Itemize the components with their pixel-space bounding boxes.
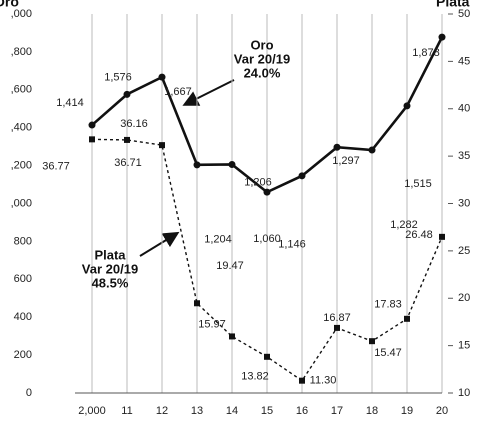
data-label: 1,667: [164, 86, 192, 98]
point: [158, 73, 166, 81]
point: [159, 142, 165, 149]
annotation-arrow: [182, 79, 235, 106]
data-label: 16.87: [323, 312, 351, 324]
data-label: 36.16: [120, 118, 148, 130]
point: [299, 377, 305, 384]
data-label: 26.48: [405, 229, 433, 241]
data-label: 17.83: [374, 299, 402, 311]
data-label: 36.77: [42, 160, 70, 172]
annotation: 48.5%: [92, 275, 129, 290]
point: [228, 160, 236, 168]
annotation: Var 20/19: [82, 261, 138, 276]
y2-tick-label: 30: [458, 197, 470, 209]
x-tick-label: 14: [226, 405, 238, 417]
y2-tick-label: 20: [458, 292, 470, 304]
y2-tick-label: 45: [458, 55, 470, 67]
y-tick-label: 800: [14, 235, 32, 247]
point: [298, 172, 306, 180]
data-label: 1,282: [390, 219, 418, 231]
x-tick-label: 13: [191, 405, 203, 417]
point: [333, 143, 341, 151]
data-label: 36.71: [114, 157, 142, 169]
point: [403, 102, 411, 110]
data-label: 1,297: [332, 155, 360, 167]
data-label: 1,146: [278, 239, 306, 251]
y2-tick-label: 50: [458, 8, 470, 20]
point: [369, 338, 375, 345]
y2-tick-label: 15: [458, 340, 470, 352]
data-label: 1,060: [253, 233, 281, 245]
point: [368, 146, 376, 154]
x-tick-label: 11: [121, 405, 132, 417]
y2-tick-label: 40: [458, 103, 470, 115]
point: [123, 90, 131, 98]
data-label: 1,576: [104, 71, 132, 83]
x-tick-label: 16: [296, 405, 308, 417]
y-tick-label: ,200: [11, 160, 32, 172]
x-tick-label: 15: [261, 405, 273, 417]
y-tick-label: 0: [26, 387, 32, 399]
x-tick-label: 17: [331, 405, 343, 417]
point: [439, 233, 445, 240]
annotation: Var 20/19: [234, 51, 290, 66]
point: [194, 300, 200, 307]
data-label: 15.97: [198, 318, 226, 330]
x-tick-label: 20: [436, 405, 448, 417]
data-label: 15.47: [374, 347, 402, 359]
point: [229, 333, 235, 340]
point: [124, 136, 130, 143]
annotation-arrow: [139, 231, 180, 257]
y-tick-label: ,600: [11, 84, 32, 96]
data-label: 1,878: [412, 47, 440, 59]
annotation: Plata: [94, 247, 126, 262]
y-tick-label: 200: [14, 349, 32, 361]
point: [193, 161, 201, 169]
y-tick-label: 600: [14, 273, 32, 285]
data-label: 1,204: [204, 234, 232, 246]
y2-tick-label: 35: [458, 150, 470, 162]
x-tick-label: 2,000: [78, 405, 106, 417]
y-tick-label: ,800: [11, 46, 32, 58]
x-tick-label: 19: [401, 405, 413, 417]
y-tick-label: ,400: [11, 122, 32, 134]
annotation: 24.0%: [244, 65, 281, 80]
y2-tick-label: 25: [458, 245, 470, 257]
y-tick-label: 400: [14, 311, 32, 323]
x-tick-label: 18: [366, 405, 378, 417]
annotation: Oro: [250, 37, 273, 52]
x-tick-label: 12: [156, 405, 168, 417]
data-label: 1,206: [244, 176, 272, 188]
data-label: 13.82: [241, 371, 269, 383]
data-label: 11.30: [310, 375, 337, 387]
y2-tick-label: 10: [458, 387, 470, 399]
point: [438, 33, 446, 41]
point: [264, 353, 270, 360]
y-tick-label: ,000: [11, 197, 32, 209]
data-label: 1,414: [56, 97, 84, 109]
y-axis-title: Oro: [0, 0, 19, 10]
point: [263, 188, 271, 196]
data-label: 1,515: [404, 178, 432, 190]
point: [89, 136, 95, 143]
y2-axis-title: Plata: [436, 0, 470, 10]
point: [404, 315, 410, 322]
y-tick-label: ,000: [11, 8, 32, 20]
data-label: 19.47: [216, 260, 244, 272]
point: [88, 121, 96, 129]
point: [334, 324, 340, 331]
